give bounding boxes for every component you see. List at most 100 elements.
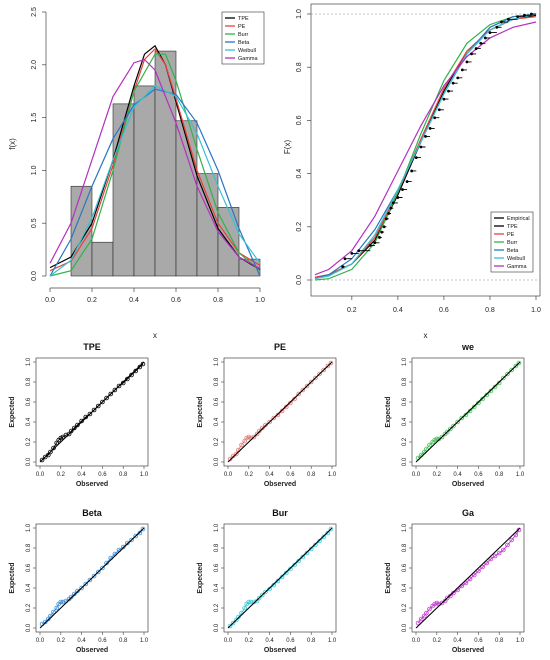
pp-point bbox=[54, 605, 59, 611]
y-tick-label: 0.2 bbox=[26, 437, 32, 446]
histogram-bar bbox=[154, 50, 177, 277]
x-tick-label: 0.4 bbox=[77, 472, 86, 478]
pp-point bbox=[308, 546, 314, 552]
pp-point bbox=[516, 360, 522, 366]
y-tick-label: 0.0 bbox=[402, 457, 408, 466]
y-tick-label: 2.5 bbox=[31, 7, 38, 17]
pp-point bbox=[108, 391, 114, 397]
pp-point bbox=[42, 619, 48, 625]
pp-point bbox=[239, 442, 244, 448]
x-tick-label: 0.8 bbox=[119, 638, 128, 644]
y-tick-label: 1.0 bbox=[296, 9, 303, 19]
pp-point bbox=[91, 573, 97, 579]
density-curve-pe bbox=[49, 48, 261, 272]
x-tick-label: 0.6 bbox=[286, 638, 295, 644]
empirical-point bbox=[433, 116, 437, 120]
x-tick-label: 0.0 bbox=[45, 297, 55, 304]
pp-point bbox=[129, 537, 134, 543]
pp-point bbox=[476, 568, 481, 574]
cdf-curve-burr bbox=[314, 13, 537, 281]
pp-point bbox=[501, 375, 506, 381]
y-tick-label: 1.0 bbox=[26, 357, 32, 366]
pp-point bbox=[83, 581, 89, 587]
pp-point bbox=[422, 613, 427, 619]
x-tick-label: 0.4 bbox=[393, 307, 403, 314]
pp-point bbox=[46, 452, 51, 458]
pp-point bbox=[442, 598, 448, 604]
y-axis-label: Expected bbox=[197, 396, 204, 427]
plot-frame bbox=[223, 523, 337, 633]
x-tick-label: 0.4 bbox=[77, 638, 86, 644]
histogram-bar bbox=[91, 241, 114, 277]
y-tick-label: 0.8 bbox=[296, 62, 303, 72]
legend-label-beta: Beta bbox=[507, 248, 519, 254]
pp-point bbox=[304, 550, 310, 556]
pp-point bbox=[75, 588, 80, 594]
pp-point bbox=[415, 620, 421, 626]
pp-point bbox=[300, 387, 306, 393]
empirical-point bbox=[442, 97, 446, 101]
pp-point bbox=[254, 431, 260, 437]
empirical-point bbox=[391, 201, 395, 205]
pp-point bbox=[451, 590, 456, 596]
x-tick-label: 0.4 bbox=[453, 638, 462, 644]
pp-point bbox=[434, 436, 440, 442]
pp-point bbox=[505, 542, 510, 548]
empirical-point bbox=[437, 108, 441, 112]
pp-point bbox=[79, 585, 84, 591]
x-tick-label: 0.0 bbox=[36, 472, 45, 478]
x-tick-label: 0.6 bbox=[171, 297, 181, 304]
pp-point bbox=[317, 371, 322, 377]
cdf-curve-gamma bbox=[314, 21, 537, 276]
empirical-point bbox=[447, 89, 450, 93]
pp-point bbox=[275, 412, 281, 418]
pp-point bbox=[256, 595, 262, 601]
pp-point bbox=[288, 566, 293, 572]
empirical-point bbox=[428, 126, 432, 130]
pp-point bbox=[137, 530, 143, 536]
y-tick-label: 1.0 bbox=[214, 357, 220, 366]
pp-point bbox=[251, 434, 257, 440]
pp-point bbox=[296, 558, 302, 564]
pp-plot-tpe: TPE 0.0 0.0 0.2 0.2 0.4 0.4 0.6 0.6 0.8 0.8 1.0 1.0 O… bbox=[9, 342, 149, 488]
y-tick-label: 0.8 bbox=[26, 377, 32, 386]
pp-point bbox=[292, 396, 297, 402]
y-tick-label: 0.4 bbox=[296, 169, 303, 179]
y-tick-label: 1.0 bbox=[402, 523, 408, 532]
pp-point bbox=[444, 595, 450, 601]
y-tick-label: 0.6 bbox=[402, 563, 408, 572]
empirical-point bbox=[506, 17, 510, 21]
pp-point bbox=[54, 440, 59, 446]
pp-point bbox=[325, 363, 331, 369]
x-tick-label: 0.0 bbox=[224, 638, 233, 644]
x-axis-label: Observed bbox=[76, 481, 108, 488]
pp-point bbox=[236, 614, 241, 620]
y-tick-label: 1.5 bbox=[31, 113, 38, 123]
plot-frame bbox=[411, 357, 525, 467]
x-tick-label: 0.8 bbox=[485, 307, 495, 314]
pp-point bbox=[328, 360, 334, 366]
reference-line bbox=[415, 361, 521, 463]
pp-point bbox=[313, 542, 318, 548]
empirical-point bbox=[479, 41, 483, 45]
pp-point bbox=[471, 404, 477, 410]
legend-box bbox=[221, 11, 265, 65]
empirical-point bbox=[460, 68, 464, 72]
pp-point bbox=[254, 598, 260, 604]
panel-title: Beta bbox=[82, 508, 103, 518]
panel-title: Bur bbox=[272, 508, 288, 518]
pp-point bbox=[513, 532, 519, 538]
legend-label-gamma: Gamma bbox=[238, 56, 259, 62]
empirical-point bbox=[516, 15, 519, 19]
y-tick-label: 0.2 bbox=[214, 603, 220, 612]
reference-line bbox=[227, 361, 333, 463]
x-tick-label: 0.0 bbox=[412, 638, 421, 644]
pp-point bbox=[492, 553, 498, 559]
x-tick-label: 0.4 bbox=[265, 472, 274, 478]
y-tick-label: 2.0 bbox=[31, 60, 38, 70]
x-tick-label: 0.0 bbox=[412, 472, 421, 478]
x-tick-label: 1.0 bbox=[328, 638, 337, 644]
pp-point bbox=[501, 547, 506, 553]
histogram-bar bbox=[175, 120, 198, 277]
legend-label-pe: PE bbox=[507, 232, 515, 238]
